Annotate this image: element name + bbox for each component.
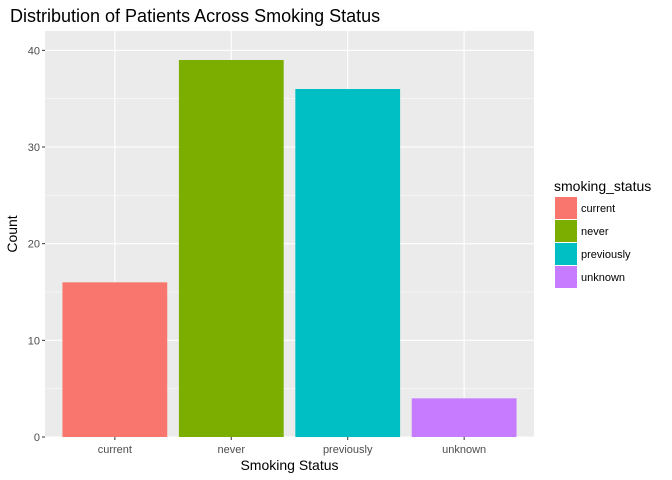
legend-label: never [581,226,609,238]
legend-label: unknown [581,272,625,284]
legend-label: previously [581,249,631,261]
x-tick-label: previously [323,444,373,456]
x-tick-label: never [218,444,246,456]
legend-key-never [555,220,577,242]
legend-key-previously [555,243,577,265]
x-tick-label: current [98,444,132,456]
y-tick-label: 40 [28,45,40,57]
legend-title: smoking_status [554,178,651,194]
y-tick-label: 0 [34,432,40,444]
legend-label: current [581,203,615,215]
legend-key-current [555,197,577,219]
x-tick-label: unknown [442,444,486,456]
y-tick-label: 20 [28,239,40,251]
bars [62,60,517,437]
chart-title: Distribution of Patients Across Smoking … [10,6,380,26]
bar-current [62,282,168,437]
x-axis-title: Smoking Status [240,457,338,473]
bar-previously [295,89,401,437]
y-axis-ticks: 0 10 20 30 40 [28,45,45,444]
bar-never [178,60,284,437]
y-axis-title: Count [4,215,20,252]
bar-unknown [411,398,517,437]
y-tick-label: 30 [28,142,40,154]
legend-key-unknown [555,266,577,288]
x-axis-ticks: current never previously unknown [98,437,486,456]
legend: smoking_status current never previously unk… [554,178,651,288]
y-tick-label: 10 [28,335,40,347]
